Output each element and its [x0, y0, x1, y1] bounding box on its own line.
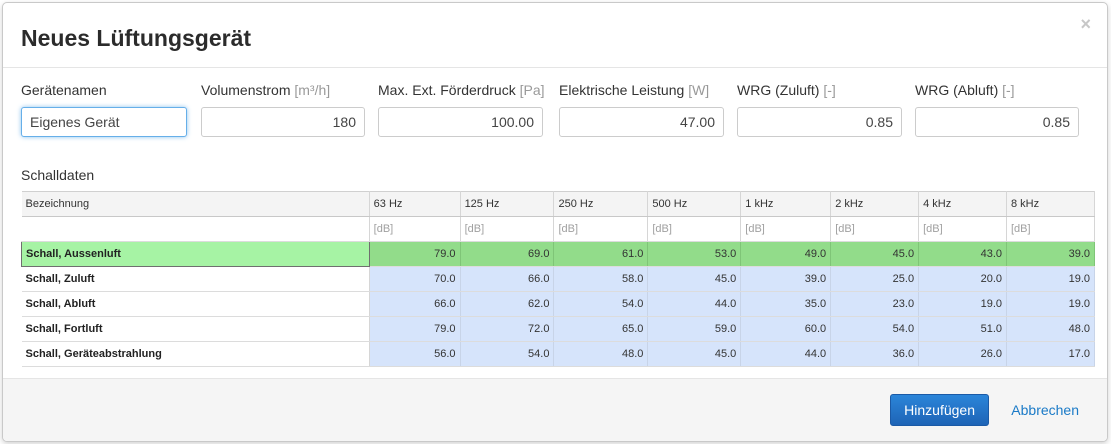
value-cell[interactable]: 45.0: [647, 266, 742, 292]
table-header-row: Bezeichnung 63 Hz 125 Hz 250 Hz 500 Hz 1…: [21, 191, 1095, 217]
column-header[interactable]: 500 Hz: [647, 191, 742, 217]
dialog-footer: Hinzufügen Abbrechen: [3, 378, 1107, 441]
add-button[interactable]: Hinzufügen: [890, 394, 989, 426]
field-geraetename: Gerätenamen: [21, 82, 187, 137]
field-label: Max. Ext. Förderdruck [Pa]: [378, 82, 545, 98]
value-cell[interactable]: 66.0: [369, 291, 461, 317]
field-label: Elektrische Leistung [W]: [559, 82, 710, 98]
value-cell[interactable]: 25.0: [830, 266, 920, 292]
value-cell[interactable]: 54.0: [830, 316, 920, 342]
unit-cell: [dB]: [553, 216, 649, 242]
value-cell[interactable]: 20.0: [918, 266, 1007, 292]
field-foerderdruck: Max. Ext. Förderdruck [Pa]: [378, 82, 545, 137]
row-name-cell[interactable]: Schall, Abluft: [21, 291, 370, 317]
dialog-title: Neues Lüftungsgerät: [21, 25, 252, 51]
value-cell[interactable]: 49.0: [740, 241, 832, 267]
unit-cell: [21, 216, 370, 242]
column-header[interactable]: 125 Hz: [460, 191, 555, 217]
value-cell[interactable]: 69.0: [460, 241, 555, 267]
field-label: Gerätenamen: [21, 82, 107, 98]
header-divider: [3, 67, 1107, 68]
sound-data-table: Bezeichnung 63 Hz 125 Hz 250 Hz 500 Hz 1…: [21, 191, 1095, 367]
row-name-cell[interactable]: Schall, Aussenluft: [21, 241, 370, 267]
value-cell[interactable]: 19.0: [1006, 266, 1095, 292]
value-cell[interactable]: 35.0: [740, 291, 832, 317]
value-cell[interactable]: 62.0: [460, 291, 555, 317]
table-row[interactable]: Schall, Aussenluft 79.0 69.0 61.0 53.0 49.0 45…: [21, 241, 1095, 267]
value-cell[interactable]: 79.0: [369, 316, 461, 342]
value-cell[interactable]: 72.0: [460, 316, 555, 342]
value-cell[interactable]: 54.0: [460, 341, 555, 367]
row-name-cell[interactable]: Schall, Zuluft: [21, 266, 370, 292]
value-cell[interactable]: 45.0: [647, 341, 742, 367]
field-volumenstrom: Volumenstrom [m³/h]: [201, 82, 365, 137]
value-cell[interactable]: 39.0: [740, 266, 832, 292]
value-cell[interactable]: 44.0: [740, 341, 832, 367]
value-cell[interactable]: 19.0: [918, 291, 1007, 317]
unit-cell: [dB]: [830, 216, 920, 242]
value-cell[interactable]: 54.0: [553, 291, 649, 317]
field-wrg-zuluft: WRG (Zuluft) [-]: [737, 82, 902, 137]
table-row[interactable]: Schall, Fortluft 79.0 72.0 65.0 59.0 60.0 54.0…: [21, 316, 1095, 342]
sound-data-title: Schalldaten: [21, 167, 95, 183]
row-name-cell[interactable]: Schall, Fortluft: [21, 316, 370, 342]
table-row[interactable]: Schall, Zuluft 70.0 66.0 58.0 45.0 39.0 25.0 20…: [21, 266, 1095, 292]
field-leistung: Elektrische Leistung [W]: [559, 82, 724, 137]
units-row: [dB] [dB] [dB] [dB] [dB] [dB] [dB] [dB]: [21, 216, 1095, 242]
column-header[interactable]: 63 Hz: [369, 191, 461, 217]
value-cell[interactable]: 39.0: [1006, 241, 1095, 267]
value-cell[interactable]: 79.0: [369, 241, 461, 267]
unit-cell: [dB]: [918, 216, 1007, 242]
column-header[interactable]: 250 Hz: [553, 191, 649, 217]
unit-cell: [dB]: [369, 216, 461, 242]
table-row[interactable]: Schall, Abluft 66.0 62.0 54.0 44.0 35.0 23.0 19…: [21, 291, 1095, 317]
close-icon[interactable]: ×: [1080, 14, 1091, 34]
row-name-cell[interactable]: Schall, Geräteabstrahlung: [21, 341, 370, 367]
column-header[interactable]: 2 kHz: [830, 191, 920, 217]
value-cell[interactable]: 19.0: [1006, 291, 1095, 317]
value-cell[interactable]: 51.0: [918, 316, 1007, 342]
value-cell[interactable]: 26.0: [918, 341, 1007, 367]
field-wrg-abluft: WRG (Abluft) [-]: [915, 82, 1079, 137]
value-cell[interactable]: 65.0: [553, 316, 649, 342]
column-header[interactable]: 1 kHz: [740, 191, 832, 217]
column-header[interactable]: Bezeichnung: [21, 191, 370, 217]
column-header[interactable]: 8 kHz: [1006, 191, 1095, 217]
wrg-supply-input[interactable]: [737, 107, 902, 137]
unit-cell: [dB]: [647, 216, 742, 242]
unit-cell: [dB]: [1006, 216, 1095, 242]
unit-cell: [dB]: [460, 216, 555, 242]
value-cell[interactable]: 66.0: [460, 266, 555, 292]
value-cell[interactable]: 53.0: [647, 241, 742, 267]
field-label: WRG (Zuluft) [-]: [737, 82, 836, 98]
value-cell[interactable]: 59.0: [647, 316, 742, 342]
value-cell[interactable]: 48.0: [553, 341, 649, 367]
field-label: WRG (Abluft) [-]: [915, 82, 1015, 98]
value-cell[interactable]: 44.0: [647, 291, 742, 317]
value-cell[interactable]: 45.0: [830, 241, 920, 267]
volume-flow-input[interactable]: [201, 107, 365, 137]
field-label: Volumenstrom [m³/h]: [201, 82, 331, 98]
wrg-exhaust-input[interactable]: [915, 107, 1079, 137]
value-cell[interactable]: 58.0: [553, 266, 649, 292]
value-cell[interactable]: 70.0: [369, 266, 461, 292]
pressure-input[interactable]: [378, 107, 543, 137]
value-cell[interactable]: 36.0: [830, 341, 920, 367]
value-cell[interactable]: 61.0: [553, 241, 649, 267]
unit-cell: [dB]: [740, 216, 832, 242]
value-cell[interactable]: 48.0: [1006, 316, 1095, 342]
value-cell[interactable]: 17.0: [1006, 341, 1095, 367]
value-cell[interactable]: 43.0: [918, 241, 1007, 267]
table-row[interactable]: Schall, Geräteabstrahlung 56.0 54.0 48.0 45.…: [21, 341, 1095, 367]
value-cell[interactable]: 60.0: [740, 316, 832, 342]
device-name-input[interactable]: [21, 107, 187, 137]
value-cell[interactable]: 56.0: [369, 341, 461, 367]
cancel-link[interactable]: Abbrechen: [1011, 402, 1079, 418]
value-cell[interactable]: 23.0: [830, 291, 920, 317]
power-input[interactable]: [559, 107, 724, 137]
column-header[interactable]: 4 kHz: [918, 191, 1007, 217]
